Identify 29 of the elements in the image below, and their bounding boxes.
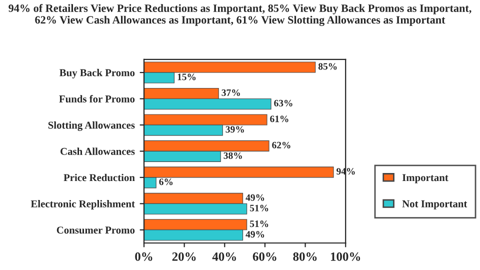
data-label: 6%	[159, 178, 173, 186]
data-label: 37%	[222, 89, 240, 96]
data-label: 62%	[272, 142, 290, 148]
data-label: 85%	[318, 63, 337, 70]
data-label: 38%	[224, 152, 242, 159]
x-tick-label: 60%	[252, 252, 276, 261]
y-tick-label: Cash Allowances	[60, 148, 135, 155]
data-label: 15%	[178, 74, 196, 80]
legend-label: Important	[402, 174, 448, 184]
chart-title: 94% of Retailers View Price Reductions as Important, 85% View Buy Back Promos as Important, 62% View Cash Allowances as Important, 61% View Slotting Allowances as Important	[8, 4, 472, 26]
data-label: 49%	[246, 194, 264, 201]
data-label: 49%	[246, 231, 264, 238]
x-tick-label: 80%	[293, 252, 317, 261]
x-tick-label: 40%	[212, 252, 236, 261]
y-tick-label: Consumer Promo	[56, 226, 135, 234]
x-tick-label: 100%	[330, 252, 360, 261]
data-label: 39%	[226, 126, 244, 133]
x-tick-label: 20%	[172, 252, 196, 261]
y-tick-label: Price Reduction	[64, 174, 135, 182]
y-tick-label: Funds for Promo	[59, 95, 135, 102]
y-tick-label: Electronic Replishment	[30, 200, 135, 210]
legend-label: Not Important	[402, 200, 468, 210]
y-tick-label: Slotting Allowances	[48, 121, 135, 131]
y-tick-label: Buy Back Promo	[60, 68, 135, 78]
data-label: 61%	[270, 116, 288, 122]
data-label: 63%	[274, 100, 292, 106]
data-label: 51%	[250, 220, 268, 228]
x-tick-label: 0%	[135, 252, 152, 261]
data-label: 51%	[250, 204, 268, 212]
